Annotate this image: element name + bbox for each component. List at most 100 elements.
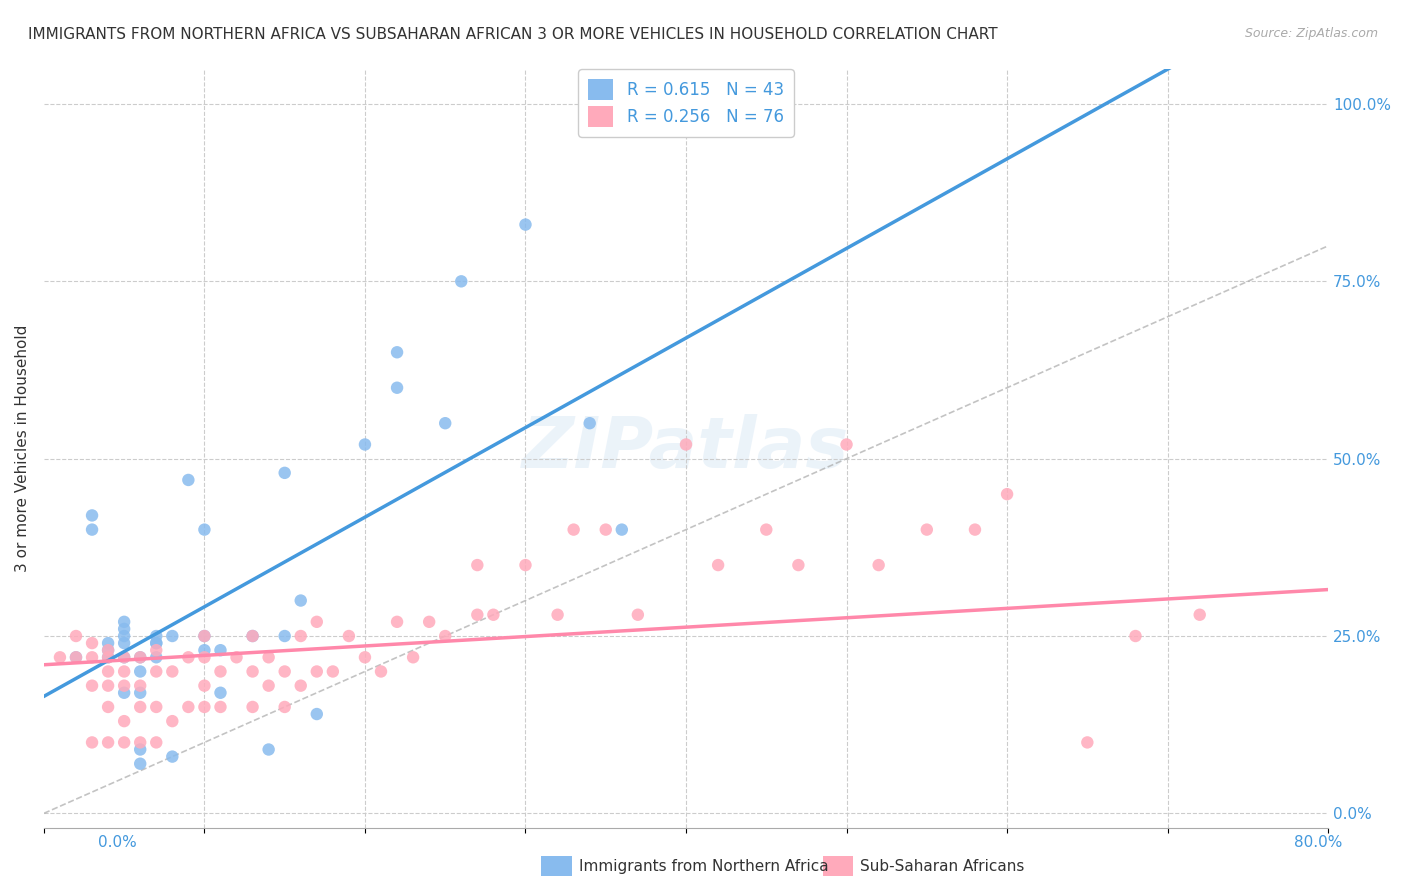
Text: ZIPatlas: ZIPatlas [522, 414, 849, 483]
Point [97, 650, 120, 665]
Point [402, 650, 425, 665]
Point [162, 665, 184, 679]
Point [129, 700, 152, 714]
Point [273, 700, 295, 714]
Point [162, 629, 184, 643]
Point [112, 714, 135, 728]
Point [354, 437, 377, 451]
Point [995, 487, 1018, 501]
Point [112, 622, 135, 636]
Point [1125, 629, 1147, 643]
Point [177, 473, 200, 487]
Point [354, 650, 377, 665]
Point [385, 345, 408, 359]
Point [112, 615, 135, 629]
Point [209, 643, 232, 657]
Point [385, 615, 408, 629]
Point [112, 679, 135, 693]
Point [915, 523, 938, 537]
Text: Source: ZipAtlas.com: Source: ZipAtlas.com [1244, 27, 1378, 40]
Point [963, 523, 986, 537]
Point [322, 665, 344, 679]
Point [177, 650, 200, 665]
Point [465, 558, 488, 572]
Point [450, 274, 472, 288]
Point [209, 665, 232, 679]
Point [242, 629, 264, 643]
Point [65, 650, 87, 665]
Point [129, 735, 152, 749]
Point [242, 629, 264, 643]
Point [162, 749, 184, 764]
Point [145, 665, 167, 679]
Point [80, 636, 103, 650]
Point [465, 607, 488, 622]
Point [129, 742, 152, 756]
Point [112, 686, 135, 700]
Point [112, 650, 135, 665]
Point [418, 615, 440, 629]
Point [193, 643, 215, 657]
Text: 0.0%: 0.0% [98, 836, 138, 850]
Point [562, 523, 585, 537]
Point [129, 650, 152, 665]
Point [65, 629, 87, 643]
Point [177, 700, 200, 714]
Y-axis label: 3 or more Vehicles in Household: 3 or more Vehicles in Household [15, 325, 30, 572]
Point [129, 665, 152, 679]
Point [515, 558, 537, 572]
Point [290, 679, 312, 693]
Point [305, 706, 328, 721]
Point [97, 643, 120, 657]
Point [755, 523, 778, 537]
Text: IMMIGRANTS FROM NORTHERN AFRICA VS SUBSAHARAN AFRICAN 3 OR MORE VEHICLES IN HOUS: IMMIGRANTS FROM NORTHERN AFRICA VS SUBSA… [28, 27, 998, 42]
Point [257, 650, 280, 665]
Point [305, 665, 328, 679]
Point [257, 679, 280, 693]
Point [290, 629, 312, 643]
Point [80, 679, 103, 693]
Point [193, 629, 215, 643]
Point [225, 650, 247, 665]
Point [787, 558, 810, 572]
Point [49, 650, 72, 665]
Point [242, 665, 264, 679]
Point [547, 607, 569, 622]
Point [627, 607, 650, 622]
Point [112, 650, 135, 665]
Point [290, 593, 312, 607]
Point [273, 629, 295, 643]
Point [385, 381, 408, 395]
Point [80, 508, 103, 523]
Point [370, 665, 392, 679]
Point [835, 437, 858, 451]
Point [242, 700, 264, 714]
Point [257, 742, 280, 756]
Point [145, 700, 167, 714]
Point [112, 665, 135, 679]
Point [273, 665, 295, 679]
Point [129, 650, 152, 665]
Point [482, 607, 505, 622]
Point [145, 643, 167, 657]
Point [578, 416, 600, 430]
Point [273, 466, 295, 480]
Point [129, 679, 152, 693]
Point [1188, 607, 1211, 622]
Point [595, 523, 617, 537]
Point [145, 735, 167, 749]
Text: 80.0%: 80.0% [1295, 836, 1343, 850]
Point [112, 735, 135, 749]
Point [868, 558, 890, 572]
Point [97, 650, 120, 665]
Point [97, 636, 120, 650]
Point [97, 700, 120, 714]
Point [193, 679, 215, 693]
Legend: R = 0.615   N = 43, R = 0.256   N = 76: R = 0.615 N = 43, R = 0.256 N = 76 [578, 70, 794, 136]
Point [162, 714, 184, 728]
Point [145, 636, 167, 650]
Point [675, 437, 697, 451]
Point [80, 735, 103, 749]
Point [145, 636, 167, 650]
Point [193, 700, 215, 714]
